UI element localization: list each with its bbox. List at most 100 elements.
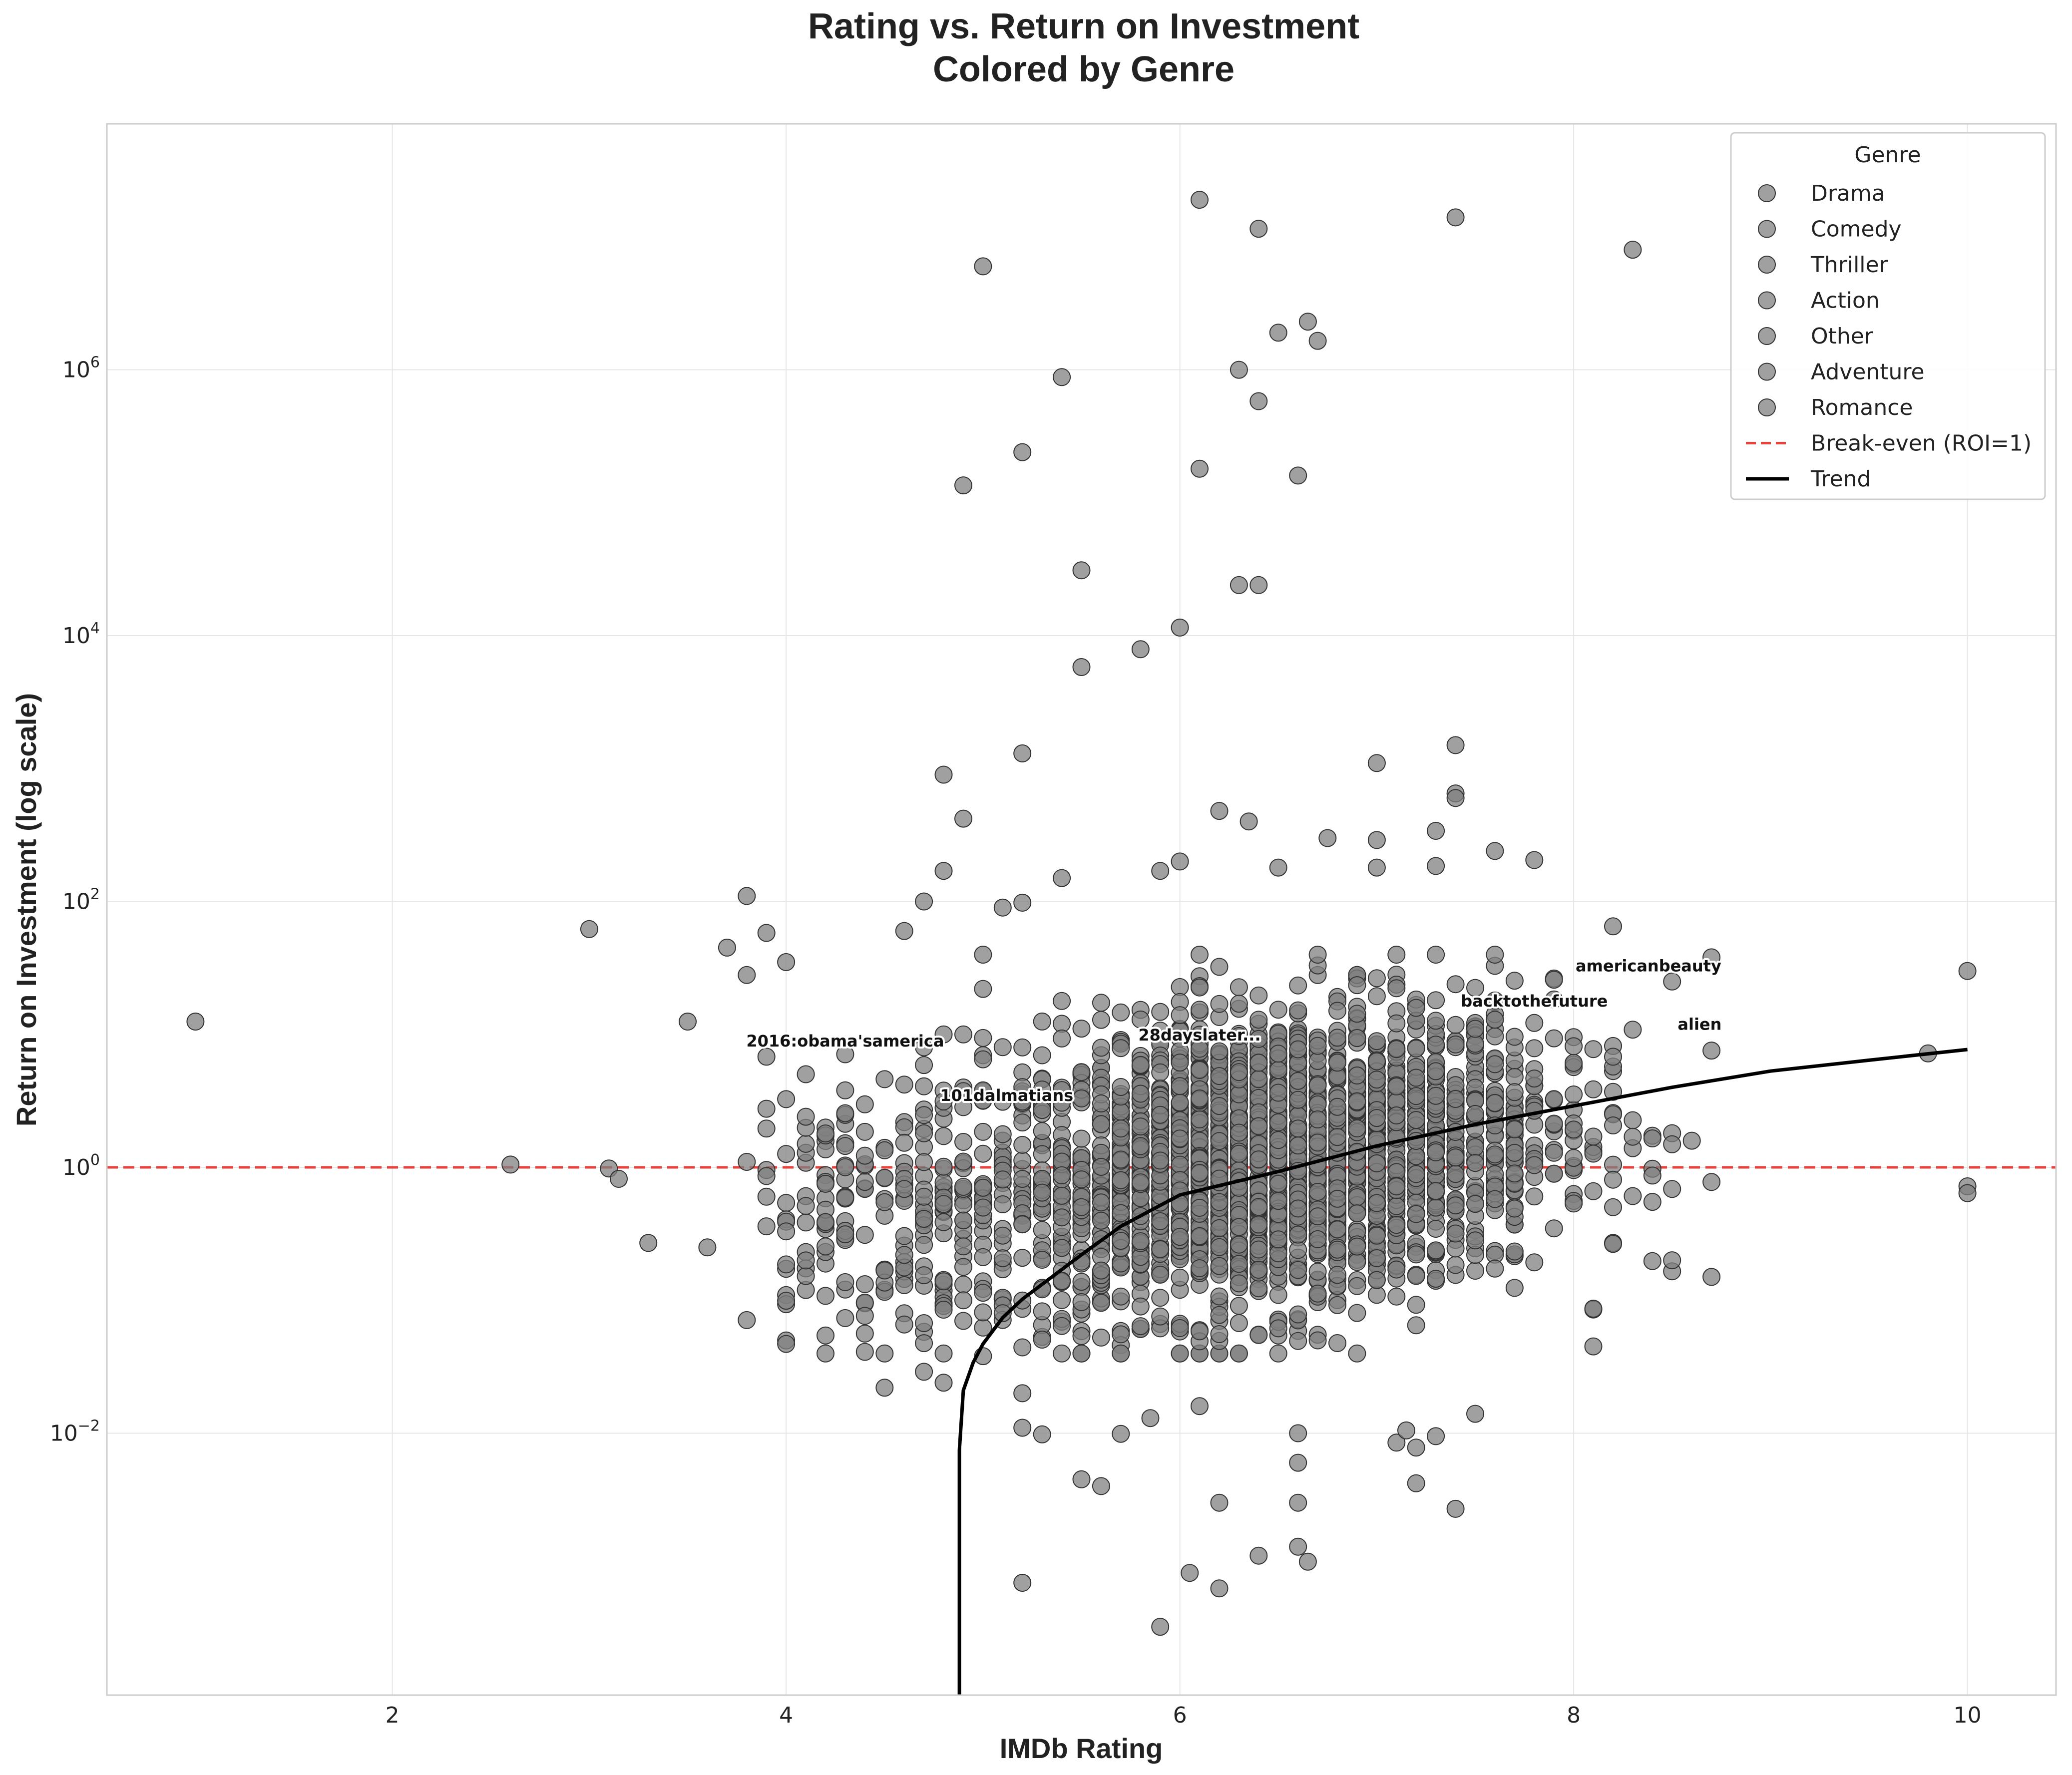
legend-marker xyxy=(1758,184,1776,202)
data-point xyxy=(1230,1218,1248,1236)
data-point xyxy=(1328,1296,1346,1314)
data-point xyxy=(915,892,933,911)
data-point xyxy=(1348,1237,1366,1256)
data-point xyxy=(1230,1123,1248,1142)
data-point xyxy=(1427,1143,1445,1161)
data-point xyxy=(1289,1090,1307,1109)
data-point xyxy=(1446,736,1465,754)
data-point xyxy=(1269,858,1287,877)
data-point xyxy=(1318,829,1337,847)
data-point xyxy=(1072,1327,1091,1345)
data-point xyxy=(1230,1255,1248,1273)
data-point xyxy=(1486,1145,1504,1164)
data-point xyxy=(1466,1020,1484,1038)
data-point xyxy=(1151,1307,1170,1326)
data-point xyxy=(1604,1170,1622,1189)
data-point xyxy=(895,1246,913,1264)
data-point xyxy=(1131,1232,1150,1250)
data-point xyxy=(1643,1252,1661,1270)
data-point xyxy=(1033,1302,1051,1321)
data-point xyxy=(1269,1061,1287,1079)
data-point xyxy=(974,1122,992,1141)
data-point xyxy=(1486,1190,1504,1208)
data-point xyxy=(836,1273,854,1291)
data-point xyxy=(934,1374,953,1392)
data-point xyxy=(1230,995,1248,1013)
data-point xyxy=(1072,1063,1091,1081)
data-point xyxy=(1210,1042,1229,1061)
data-point xyxy=(757,924,776,942)
data-point xyxy=(1407,1068,1425,1087)
legend-label: Action xyxy=(1811,288,1880,314)
data-point xyxy=(855,1146,874,1165)
data-point xyxy=(738,1153,756,1171)
data-point xyxy=(1269,1174,1287,1193)
data-point xyxy=(954,1098,972,1116)
data-point xyxy=(1505,1279,1524,1297)
data-point xyxy=(1269,324,1287,342)
x-tick-label: 8 xyxy=(1567,1703,1581,1728)
data-point xyxy=(1348,1119,1366,1137)
data-point xyxy=(1545,1219,1563,1238)
chart-title-line-1: Rating vs. Return on Investment xyxy=(808,6,1359,46)
data-point xyxy=(974,1303,992,1322)
data-point xyxy=(1427,1198,1445,1217)
data-point xyxy=(954,1291,972,1310)
data-point xyxy=(1269,1001,1287,1019)
data-point xyxy=(1525,1156,1544,1174)
data-point xyxy=(934,1025,953,1044)
data-point xyxy=(934,1173,953,1192)
data-point xyxy=(895,1075,913,1094)
data-point xyxy=(895,1180,913,1198)
data-point xyxy=(1367,1226,1386,1245)
data-point xyxy=(1053,1081,1071,1099)
data-point xyxy=(1191,1164,1209,1182)
data-point xyxy=(1112,1232,1130,1250)
data-point xyxy=(1269,1319,1287,1338)
chart-title-line-2: Colored by Genre xyxy=(933,49,1235,89)
data-point xyxy=(777,1194,796,1212)
data-point xyxy=(1387,1287,1406,1306)
data-point xyxy=(1702,1173,1721,1191)
data-point xyxy=(797,1107,815,1126)
data-point xyxy=(1407,1087,1425,1105)
data-point xyxy=(875,1379,894,1397)
data-point xyxy=(915,1077,933,1095)
data-point xyxy=(1328,1029,1346,1047)
data-point xyxy=(1033,1425,1051,1443)
data-point xyxy=(1308,1052,1327,1070)
data-point xyxy=(1427,1270,1445,1288)
data-point xyxy=(1013,443,1032,461)
data-point xyxy=(1171,1006,1189,1025)
data-point xyxy=(1427,822,1445,840)
data-point xyxy=(1958,1184,1977,1202)
data-point xyxy=(610,1170,628,1188)
data-point xyxy=(1308,946,1327,964)
data-point xyxy=(1308,1037,1327,1055)
data-point xyxy=(1308,1133,1327,1152)
data-point xyxy=(895,1227,913,1245)
data-point xyxy=(1367,1249,1386,1267)
data-point xyxy=(817,1326,834,1345)
data-point xyxy=(1249,220,1268,238)
data-point xyxy=(1289,976,1307,995)
data-point xyxy=(1053,1239,1071,1257)
data-point xyxy=(1092,994,1110,1012)
data-point xyxy=(817,1174,834,1193)
data-point xyxy=(1112,1003,1130,1022)
data-point xyxy=(1702,1042,1721,1060)
data-point xyxy=(993,1195,1012,1213)
data-point xyxy=(1446,789,1465,807)
data-point xyxy=(836,1045,854,1064)
data-point xyxy=(1427,1182,1445,1200)
data-point xyxy=(1151,1212,1170,1230)
x-tick-label: 2 xyxy=(386,1703,400,1728)
data-point xyxy=(1624,1127,1642,1146)
data-point xyxy=(1053,1272,1071,1290)
data-point xyxy=(501,1155,520,1174)
data-point xyxy=(1289,1453,1307,1472)
data-point xyxy=(1545,971,1563,989)
data-point xyxy=(915,1314,933,1332)
data-point xyxy=(1486,1027,1504,1046)
data-point xyxy=(1249,1030,1268,1048)
